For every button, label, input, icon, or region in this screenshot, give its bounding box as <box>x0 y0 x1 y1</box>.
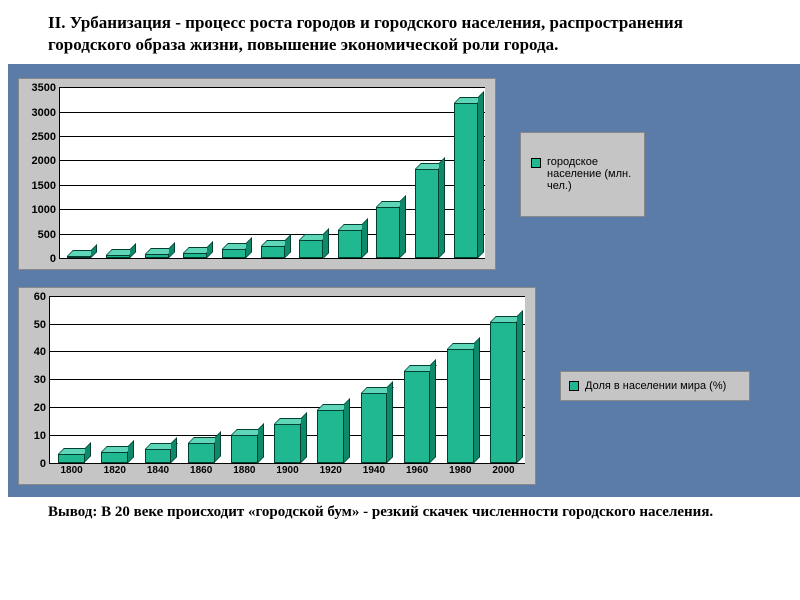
x-axis-label: 1880 <box>223 465 266 476</box>
bar <box>145 449 172 463</box>
bar-slot <box>180 296 223 463</box>
legend-swatch-icon <box>569 381 579 391</box>
bar-slot <box>396 296 439 463</box>
bar <box>317 410 344 463</box>
legend-population-label: городское население (млн. чел.) <box>547 156 634 192</box>
y-axis-label: 50 <box>34 319 46 331</box>
x-axis-label: 1840 <box>136 465 179 476</box>
chart-panel-top: 0 500 1000 1500 2000 2500 3000 3500 городское н… <box>8 64 800 279</box>
y-axis-label: 0 <box>40 458 46 470</box>
bar-slot <box>176 87 215 258</box>
bar <box>274 424 301 463</box>
x-axis-label: 1960 <box>396 465 439 476</box>
bar <box>231 435 258 463</box>
bar-slot <box>446 87 485 258</box>
y-axis-label: 2000 <box>32 155 56 167</box>
bar <box>101 452 128 463</box>
y-axis-label: 60 <box>34 291 46 303</box>
x-axis-label: 2000 <box>482 465 525 476</box>
bar <box>106 255 130 258</box>
bar-slot <box>439 296 482 463</box>
bar-slot <box>266 296 309 463</box>
gridline: 0 <box>60 258 485 259</box>
x-axis-label: 1820 <box>93 465 136 476</box>
chart-population: 0 500 1000 1500 2000 2500 3000 3500 <box>18 78 496 270</box>
bar-slot <box>223 296 266 463</box>
bar-slot <box>253 87 292 258</box>
bar <box>299 240 323 259</box>
bar-slot <box>93 296 136 463</box>
bar <box>67 256 91 258</box>
gridline: 0 <box>50 463 525 464</box>
x-axis-label: 1940 <box>352 465 395 476</box>
x-axis-label: 1980 <box>439 465 482 476</box>
x-axis-labels: 1800182018401860188019001920194019601980… <box>50 465 525 476</box>
bar <box>222 249 246 258</box>
bar <box>490 322 517 463</box>
footer-text: Вывод: В 20 веке происходит «городской б… <box>0 497 800 522</box>
bar <box>338 230 362 258</box>
bar <box>145 254 169 258</box>
y-axis-label: 40 <box>34 346 46 358</box>
y-axis-label: 500 <box>38 229 56 241</box>
bar-slot <box>330 87 369 258</box>
x-axis-label: 1800 <box>50 465 93 476</box>
y-axis-label: 20 <box>34 402 46 414</box>
chart-population-plot: 0500100015002000250030003500 <box>59 87 485 259</box>
bar-slot <box>369 87 408 258</box>
y-axis-label: 3500 <box>32 82 56 94</box>
y-axis-label: 1000 <box>32 204 56 216</box>
bar-slot <box>60 87 99 258</box>
x-axis-label: 1860 <box>180 465 223 476</box>
bars-container <box>60 87 485 258</box>
bar <box>183 253 207 258</box>
legend-swatch-icon <box>531 158 541 168</box>
title-roman: II. <box>48 13 65 32</box>
legend-share-label: Доля в населении мира (%) <box>585 380 726 392</box>
bar <box>376 207 400 258</box>
bar <box>404 371 431 463</box>
bar-slot <box>137 87 176 258</box>
chart-share-plot: 0102030405060180018201840186018801900192… <box>49 296 525 464</box>
x-axis-label: 1900 <box>266 465 309 476</box>
bar-slot <box>50 296 93 463</box>
legend-population: городское население (млн. чел.) <box>520 132 645 217</box>
bar <box>58 454 85 462</box>
bar <box>447 349 474 463</box>
bars-container <box>50 296 525 463</box>
legend-share: Доля в населении мира (%) <box>560 371 750 401</box>
chart-panel-bottom: 0 10 20 30 40 50 60 180018201840186018801900192… <box>8 279 800 497</box>
bar-slot <box>215 87 254 258</box>
bar-slot <box>136 296 179 463</box>
y-axis-label: 2500 <box>32 131 56 143</box>
y-axis-label: 0 <box>50 253 56 265</box>
chart-share: 0 10 20 30 40 50 60 180018201840186018801900192… <box>18 287 536 485</box>
bar-slot <box>352 296 395 463</box>
bar-slot <box>292 87 331 258</box>
y-axis-label: 3000 <box>32 107 56 119</box>
bar-slot <box>408 87 447 258</box>
bar <box>361 393 388 463</box>
bar-slot <box>309 296 352 463</box>
page-title: II. Урбанизация - процесс роста городов … <box>0 0 800 64</box>
title-term: Урбанизация <box>70 13 171 32</box>
bar <box>188 443 215 462</box>
bar-slot <box>482 296 525 463</box>
bar-slot <box>99 87 138 258</box>
y-axis-label: 30 <box>34 374 46 386</box>
bar <box>454 103 478 258</box>
y-axis-label: 10 <box>34 430 46 442</box>
bar <box>261 246 285 258</box>
y-axis-label: 1500 <box>32 180 56 192</box>
x-axis-label: 1920 <box>309 465 352 476</box>
bar <box>415 169 439 258</box>
